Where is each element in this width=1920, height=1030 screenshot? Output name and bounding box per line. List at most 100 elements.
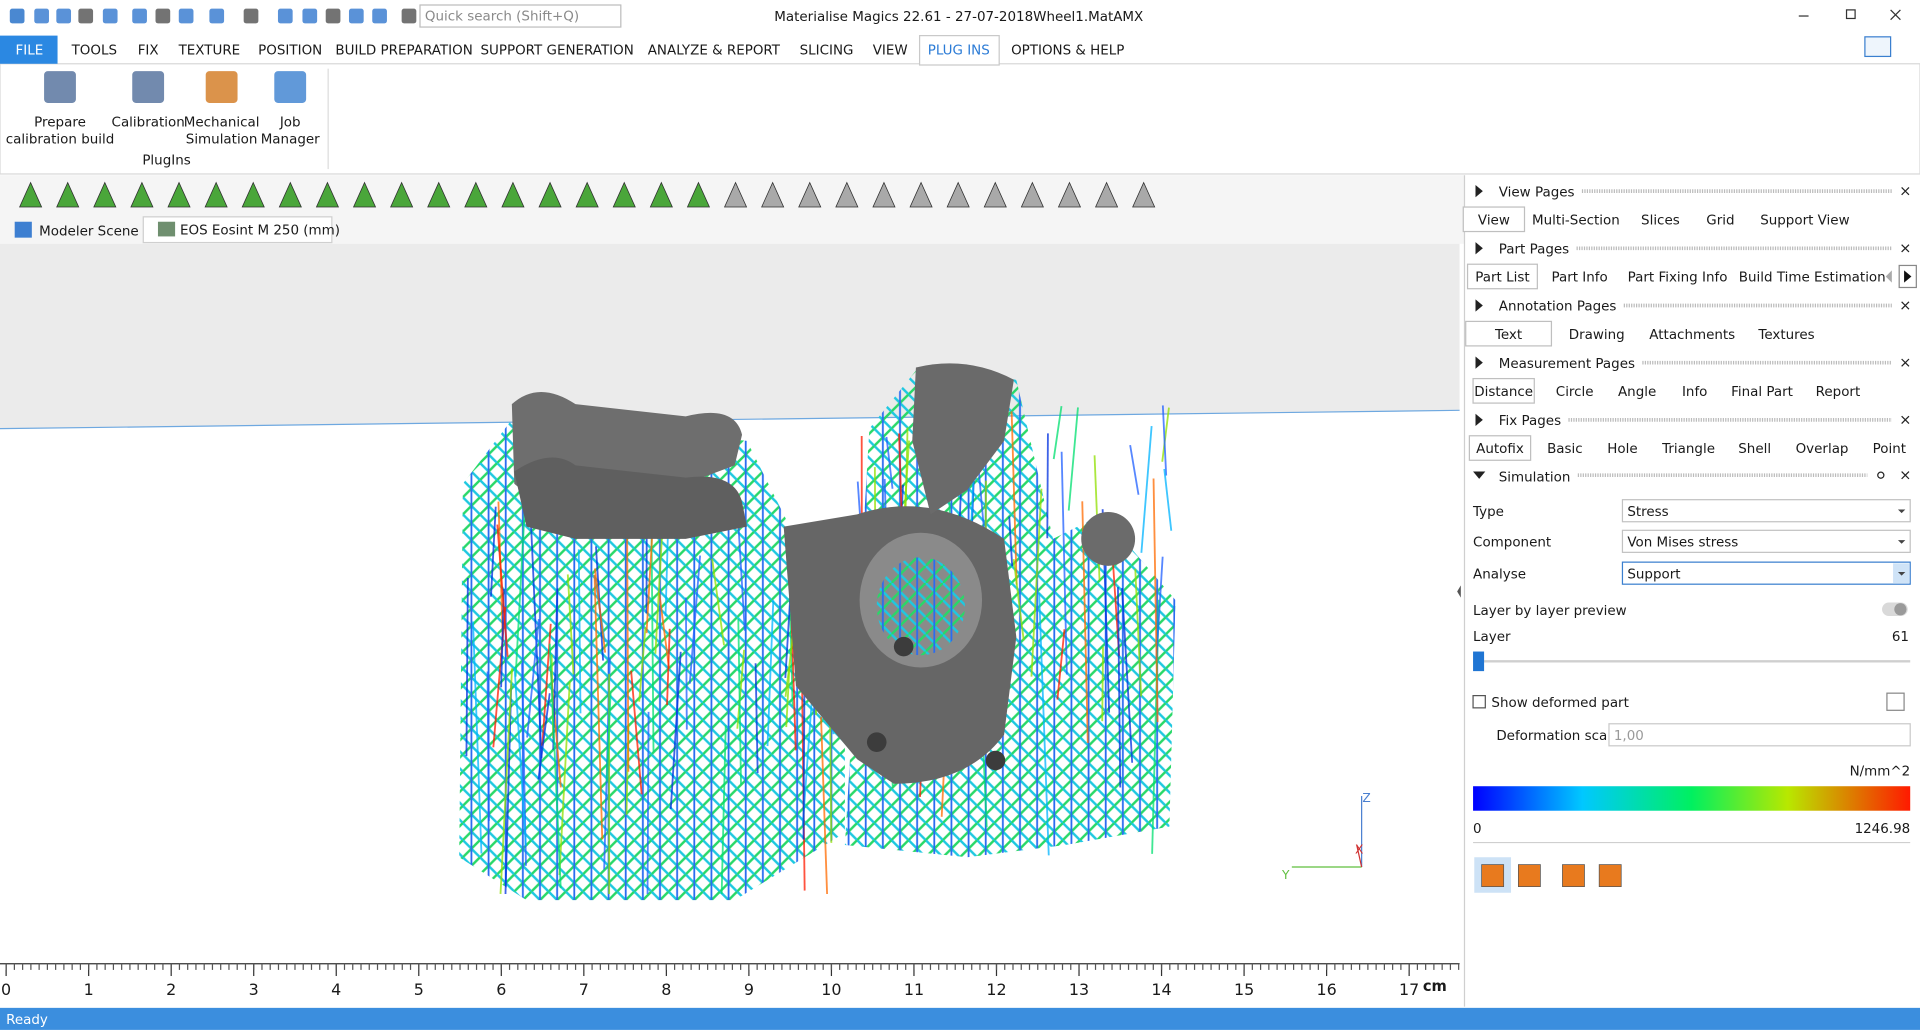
- panel-title[interactable]: Fix Pages: [1499, 414, 1561, 429]
- checkbox-label[interactable]: Show deformed part: [1491, 696, 1628, 711]
- tool-icon[interactable]: [130, 181, 154, 208]
- qat-icon[interactable]: [372, 8, 387, 24]
- ribbon-button-icon[interactable]: [205, 71, 238, 103]
- restore[interactable]: [1845, 9, 1856, 20]
- tool-icon[interactable]: [872, 181, 896, 208]
- page-tab[interactable]: Textures: [1757, 328, 1814, 343]
- page-tab[interactable]: Part Fixing Info: [1628, 271, 1728, 286]
- page-tab[interactable]: Attachments: [1649, 328, 1735, 343]
- page-tab[interactable]: Part Info: [1551, 271, 1607, 286]
- tool-icon[interactable]: [167, 181, 191, 208]
- file-tab-bg[interactable]: [0, 35, 58, 64]
- page-tab[interactable]: Shell: [1738, 442, 1771, 457]
- tool-icon[interactable]: [352, 181, 377, 208]
- expander[interactable]: [1473, 471, 1486, 479]
- page-tab[interactable]: Angle: [1618, 385, 1656, 400]
- ribbon-tab[interactable]: BUILD PREPARATION: [335, 43, 472, 58]
- page-tab[interactable]: Info: [1682, 385, 1707, 400]
- tool-icon[interactable]: [612, 181, 636, 208]
- page-tab[interactable]: Part List: [1475, 271, 1529, 286]
- scroll-right[interactable]: [1904, 270, 1912, 283]
- ribbon-tab[interactable]: ANALYZE & REPORT: [648, 43, 781, 58]
- qat-icon[interactable]: [34, 8, 49, 24]
- ribbon-button-icon[interactable]: [132, 71, 165, 103]
- page-tab[interactable]: Distance: [1474, 385, 1533, 400]
- simulation-tool[interactable]: [1598, 864, 1622, 887]
- scene-tab[interactable]: Modeler Scene: [39, 225, 139, 240]
- ribbon-tab[interactable]: POSITION: [258, 43, 322, 58]
- ribbon-button-label[interactable]: Job: [279, 116, 301, 131]
- active-page-tab[interactable]: [1462, 206, 1526, 233]
- search-box[interactable]: [419, 4, 622, 28]
- page-tab[interactable]: View: [1478, 214, 1510, 229]
- tool-icon[interactable]: [315, 181, 340, 208]
- combo-arrow[interactable]: [1897, 509, 1906, 514]
- slider-thumb[interactable]: [1473, 651, 1485, 672]
- combo-arrow[interactable]: [1897, 540, 1906, 544]
- tool-icon[interactable]: [649, 181, 673, 208]
- tool-icon[interactable]: [1132, 181, 1156, 208]
- spinbox[interactable]: [1608, 723, 1911, 747]
- panel-title[interactable]: Measurement Pages: [1499, 357, 1635, 372]
- combobox-value[interactable]: Stress: [1627, 505, 1668, 520]
- page-tab[interactable]: Autofix: [1476, 442, 1524, 457]
- tool-icon[interactable]: [761, 181, 785, 208]
- ribbon-tab[interactable]: TOOLS: [71, 43, 117, 58]
- panel-close[interactable]: [1901, 358, 1910, 367]
- panel-title[interactable]: Annotation Pages: [1499, 300, 1617, 315]
- splitter-handle[interactable]: [1457, 585, 1461, 598]
- options-icon[interactable]: [1864, 36, 1892, 58]
- tool-icon[interactable]: [390, 181, 414, 208]
- page-tab[interactable]: Multi-Section: [1532, 214, 1620, 229]
- qat-icon[interactable]: [243, 8, 259, 24]
- simulation-tool[interactable]: [1481, 864, 1505, 887]
- qat-icon[interactable]: [302, 8, 318, 24]
- qat-icon[interactable]: [178, 8, 194, 24]
- active-page-tab[interactable]: [1472, 377, 1535, 404]
- active-page-tab[interactable]: [1465, 320, 1553, 347]
- ribbon-button-icon[interactable]: [274, 71, 307, 103]
- ribbon-button-label[interactable]: Prepare: [34, 116, 86, 131]
- panel-close[interactable]: [1901, 187, 1910, 196]
- active-tab-bg[interactable]: [918, 34, 1000, 66]
- qat-icon[interactable]: [102, 8, 118, 24]
- tool-icon[interactable]: [538, 181, 562, 208]
- tool-icon[interactable]: [19, 181, 43, 208]
- qat-icon[interactable]: [348, 8, 364, 24]
- qat-icon[interactable]: [155, 8, 171, 24]
- ribbon-button-icon[interactable]: [44, 71, 76, 103]
- page-tab[interactable]: Text: [1494, 328, 1522, 343]
- tool-icon[interactable]: [464, 181, 488, 208]
- qat-icon[interactable]: [9, 8, 25, 24]
- tool-icon[interactable]: [686, 181, 711, 208]
- tool-icon[interactable]: [1020, 181, 1044, 208]
- expander[interactable]: [1475, 242, 1483, 255]
- tool-icon[interactable]: [278, 181, 302, 208]
- tool-icon[interactable]: [909, 181, 933, 208]
- qat-icon[interactable]: [401, 8, 417, 24]
- page-tab[interactable]: Overlap: [1796, 442, 1849, 457]
- tool-icon[interactable]: [204, 181, 228, 208]
- tool-icon[interactable]: [723, 181, 748, 208]
- expander[interactable]: [1475, 413, 1483, 426]
- qat-icon[interactable]: [132, 8, 147, 24]
- ribbon-button-label[interactable]: Simulation: [186, 133, 258, 148]
- ribbon-tab[interactable]: PLUG INS: [928, 43, 990, 58]
- tool-icon[interactable]: [946, 181, 970, 208]
- tool-icon[interactable]: [501, 181, 525, 208]
- pin[interactable]: [1877, 471, 1885, 479]
- qat-icon[interactable]: [78, 8, 94, 24]
- tool-icon[interactable]: [241, 181, 265, 208]
- toggle-knob[interactable]: [1894, 603, 1907, 616]
- ribbon-button-label[interactable]: Mechanical: [184, 116, 260, 131]
- combobox[interactable]: [1621, 529, 1911, 553]
- qat-icon[interactable]: [209, 8, 225, 24]
- page-tab[interactable]: Report: [1816, 385, 1861, 400]
- panel-close[interactable]: [1901, 244, 1910, 253]
- tool-icon[interactable]: [1094, 181, 1119, 208]
- search-placeholder[interactable]: Quick search (Shift+Q): [425, 10, 579, 25]
- qat-icon[interactable]: [277, 8, 293, 24]
- page-tab[interactable]: Basic: [1547, 442, 1583, 457]
- ribbon-tab[interactable]: OPTIONS & HELP: [1011, 43, 1124, 58]
- qat-icon[interactable]: [56, 8, 72, 24]
